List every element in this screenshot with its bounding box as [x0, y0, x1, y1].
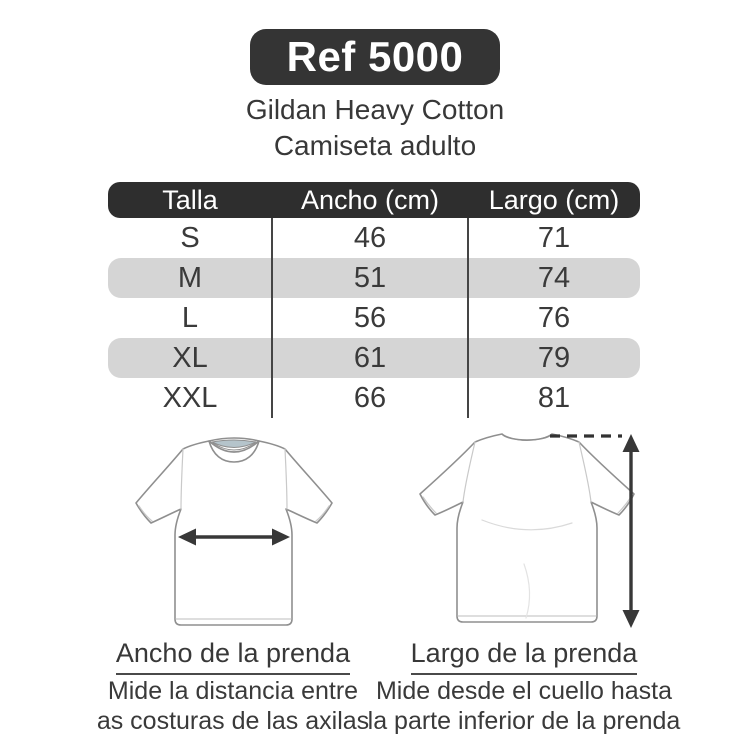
tshirt-front-width-arrow-icon: [135, 437, 333, 626]
cell-ancho: 66: [353, 381, 387, 414]
table-row-xxl: XXL 66 81: [108, 378, 640, 418]
width-description: Mide la distancia entre as costuras de l…: [53, 676, 413, 736]
tshirt-back-collar-line: [502, 434, 552, 441]
width-description-line1: Mide la distancia entre: [107, 677, 359, 705]
cuff-line-left: [422, 496, 437, 514]
ref-badge: Ref 5000: [250, 29, 500, 85]
cell-largo: 79: [537, 341, 571, 374]
cuff-line-left: [138, 505, 153, 522]
shoulder-seam-right: [284, 448, 288, 510]
shoulder-seam-left: [180, 448, 184, 510]
cell-largo: 81: [537, 381, 571, 414]
tshirt-front-body: [135, 440, 333, 626]
column-header-talla: Talla: [162, 184, 218, 215]
back-crease-lower: [523, 563, 531, 619]
shoulder-seam-right: [578, 441, 592, 503]
column-divider: [467, 218, 469, 418]
length-description-line1: Mide desde el cuello hasta: [375, 677, 673, 705]
cell-talla: XL: [172, 341, 208, 374]
cell-talla: XXL: [162, 381, 218, 414]
cell-talla: S: [180, 221, 200, 254]
table-row-l: L 56 76: [108, 298, 640, 338]
table-row-m: M 51 74: [108, 258, 640, 298]
ref-badge-label: Ref 5000: [286, 33, 464, 80]
cell-largo: 71: [537, 221, 571, 254]
tshirt-back-body: [419, 433, 635, 623]
cuff-line-right: [315, 505, 330, 522]
column-header-ancho: Ancho (cm): [300, 184, 440, 215]
cell-ancho: 61: [353, 341, 387, 374]
size-table-header: Talla Ancho (cm) Largo (cm): [108, 182, 640, 218]
product-type: Camiseta adulto: [273, 130, 477, 161]
cell-ancho: 46: [353, 221, 387, 254]
width-caption: Ancho de la prenda: [53, 638, 413, 675]
width-description-line2: as costuras de las axilas: [96, 707, 370, 735]
cell-ancho: 51: [353, 261, 387, 294]
tshirt-front-collar-inner: [211, 439, 257, 448]
column-header-largo: Largo (cm): [488, 184, 620, 215]
back-crease: [481, 519, 573, 531]
length-caption-label: Largo de la prenda: [410, 638, 638, 675]
length-description: Mide desde el cuello hasta la parte infe…: [344, 676, 704, 736]
table-row-s: S 46 71: [108, 218, 640, 258]
length-caption: Largo de la prenda: [344, 638, 704, 675]
cell-talla: M: [177, 261, 203, 294]
product-subtitle: Gildan Heavy Cotton Camiseta adulto: [0, 92, 750, 164]
table-row-xl: XL 61 79: [108, 338, 640, 378]
cell-largo: 74: [537, 261, 571, 294]
tshirt-front-collar-rib-line: [212, 442, 256, 451]
shoulder-seam-left: [462, 441, 476, 503]
size-table: Talla Ancho (cm) Largo (cm) S 46 71 M 51…: [108, 182, 640, 418]
column-divider: [271, 218, 273, 418]
width-arrow-icon: [178, 528, 290, 546]
length-description-line2: la parte inferior de la prenda: [367, 707, 681, 735]
width-caption-label: Ancho de la prenda: [115, 638, 351, 675]
tshirt-back-length-arrow-icon: [419, 433, 640, 628]
product-name: Gildan Heavy Cotton: [245, 94, 505, 125]
cell-talla: L: [181, 301, 199, 334]
length-arrow-icon: [550, 434, 640, 628]
cell-largo: 76: [537, 301, 571, 334]
cell-ancho: 56: [353, 301, 387, 334]
